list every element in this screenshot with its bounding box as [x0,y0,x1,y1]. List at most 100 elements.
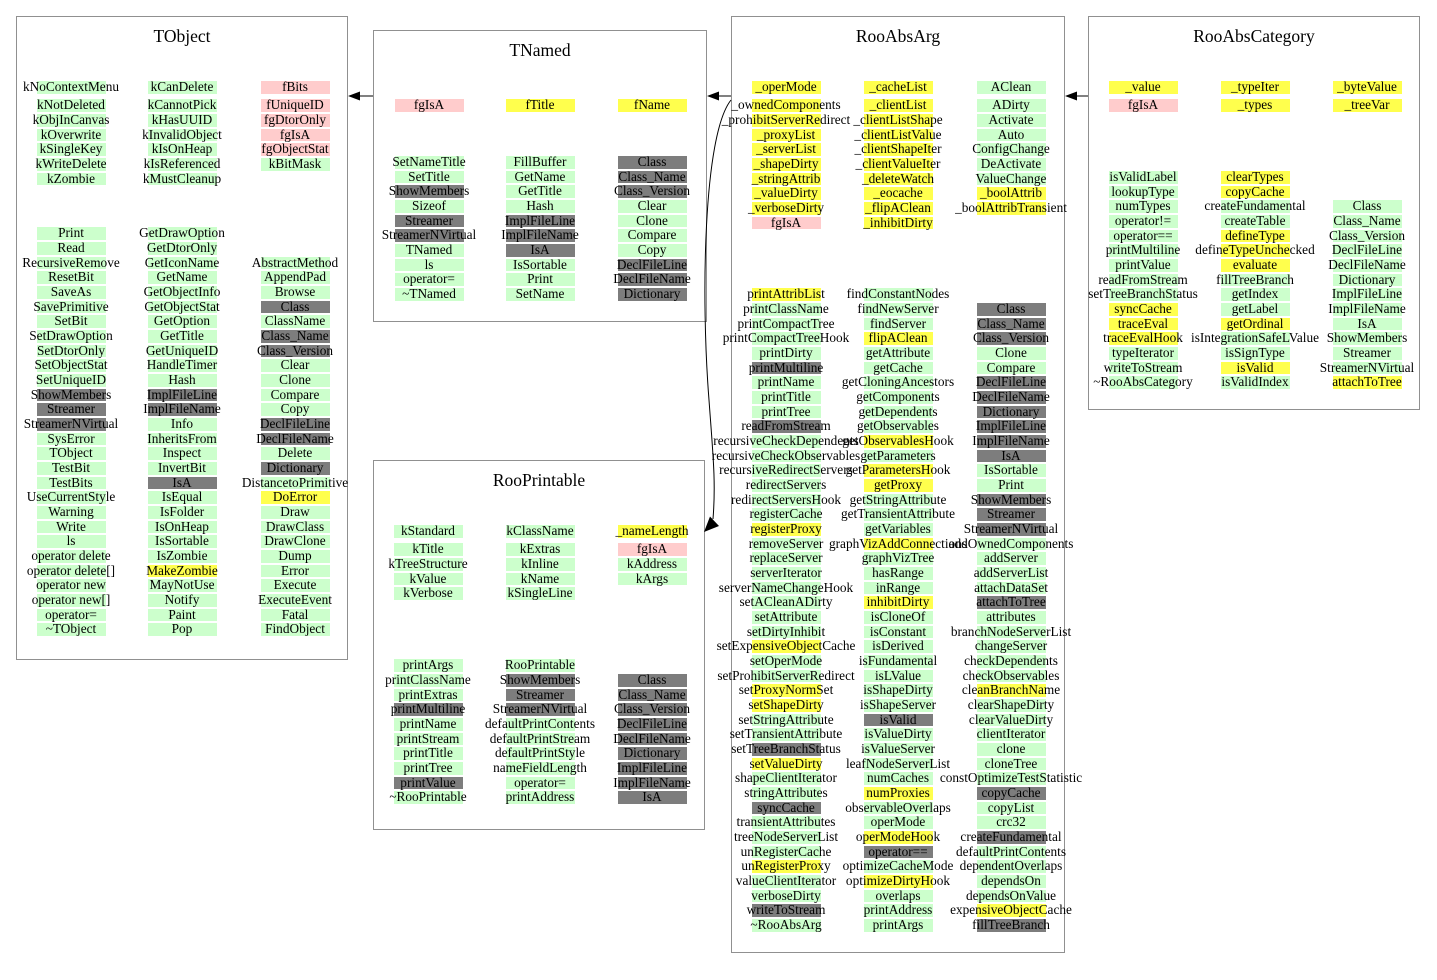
member-cell: _eocache [863,186,933,200]
member-cell: fgIsA [751,216,821,230]
member-label: setStringAttribute [738,711,834,727]
member-label: Hash [526,198,554,213]
member-label: GetTitle [160,327,204,343]
member-cell: crc32 [976,815,1046,829]
member-cell: clientIterator [976,727,1046,741]
member-cell: treeNodeServerList [734,830,838,844]
member-cell: fName [617,98,687,112]
member-cell: Dictionary [617,746,687,760]
member-cell: optimizeDirtyHook [846,874,950,888]
member-label: overlaps [875,887,921,903]
member-cell: findServer [863,317,933,331]
member-cell: StreamerNVirtual [382,228,476,242]
member-cell: typeIterator [1108,346,1178,360]
member-cell: Pop [147,622,217,636]
member-label: transientAttributes [736,814,836,830]
member-cell: ValueChange [976,172,1046,186]
member-label: clearShapeDirty [967,697,1055,713]
member-cell: ImplFileLine [976,419,1046,433]
member-cell: ~RooAbsCategory [1093,375,1193,389]
member-cell: defaultPrintStyle [495,746,585,760]
member-cell: printName [393,717,463,731]
member-label: _prohibitServerRedirect [721,111,851,127]
member-label: Streamer [987,506,1035,522]
member-cell: ImplFileLine [617,761,687,775]
member-label: printStream [396,730,460,746]
member-cell: Dictionary [617,286,687,302]
member-cell: ImplFileLine [505,214,575,228]
member-cell: graphVizAddConnections [829,537,967,551]
member-cell: registerCache [749,507,823,521]
member-label: SysError [47,430,95,446]
member-label: isConstant [869,623,927,639]
member-cell: kWriteDelete [35,157,107,171]
member-label: IsA [1001,447,1021,463]
member-cell: _operMode [751,80,821,94]
member-label: StreamerNVirtual [381,227,477,243]
member-label: getProxy [873,477,922,492]
member-cell: isCloneOf [863,610,933,624]
member-label: operMode [870,814,926,830]
member-cell: kTitle [393,542,463,556]
member-label: attributes [986,609,1036,625]
member-label: kNoContextMenu [22,79,120,94]
member-cell: printClassName [743,302,829,316]
member-cell: isIntegrationSafeLValue [1191,331,1319,345]
member-cell: HandleTimer [147,358,217,372]
member-label: addServerList [973,565,1049,581]
member-label: findConstantNodes [846,286,950,302]
member-cell: kInline [505,557,575,571]
member-cell: fgIsA [1108,97,1178,113]
member-label: DeclFileLine [616,256,688,272]
member-label: recursiveRedirectServers [719,462,853,478]
member-cell: operModeHook [856,830,940,844]
member-label: AClean [990,79,1032,94]
member-cell: recursiveCheckObservables [712,449,860,463]
member-cell: DeActivate [976,157,1046,171]
member-cell: attachDataSet [974,581,1048,595]
member-cell: nameFieldLength [493,761,587,775]
member-label: IsA [530,242,550,258]
member-label: Class [637,154,667,169]
member-cell: SetDtorOnly [36,344,106,358]
member-cell: copyCache [976,786,1046,800]
member-label: kSingleKey [39,141,103,157]
member-label: kHasUUID [151,111,213,127]
member-label: SaveAs [50,283,92,299]
member-label: operator== [1113,227,1173,243]
member-cell: setTreeBranchStatus [731,742,841,756]
member-label: _stringAttrib [751,170,821,186]
member-label: fillTreeBranch [972,917,1050,933]
member-cell: IsSortable [976,463,1046,477]
member-cell: printClassName [385,673,471,687]
member-label: Dictionary [623,286,681,302]
member-cell: printAddress [863,903,933,918]
member-cell: kBitMask [260,157,330,171]
member-cell: kCanDelete [147,80,217,94]
member-cell: Streamer [394,214,464,228]
member-cell: GetTitle [147,327,217,343]
member-label: isFundamental [858,653,938,669]
member-label: numCaches [866,770,930,786]
member-cell: Print [976,478,1046,492]
member-label: isValueServer [861,741,935,757]
member-cell: kAddress [617,557,687,571]
member-cell: operator new [36,578,106,592]
member-label: isValueDirty [864,726,932,742]
member-cell: valueClientIterator [736,874,836,888]
class-title: RooAbsArg [855,26,941,46]
member-cell: Class [260,300,330,314]
member-cell: defaultPrintContents [956,845,1066,859]
member-label: Notify [164,592,200,608]
member-cell: DistancetoPrimitive [242,476,348,490]
member-label: flipAClean [868,330,928,346]
member-cell: TestBit [36,461,106,475]
member-label: DeclFileName [1328,257,1406,273]
member-cell: Class_Name [260,329,330,343]
member-label: _treeVar [1344,97,1390,113]
member-cell: _clientList [863,98,933,112]
member-label: fgIsA [1127,97,1159,113]
member-label: Class_Version [256,342,334,358]
member-cell: cleanBranchName [962,683,1060,697]
member-cell: Write [36,520,106,534]
